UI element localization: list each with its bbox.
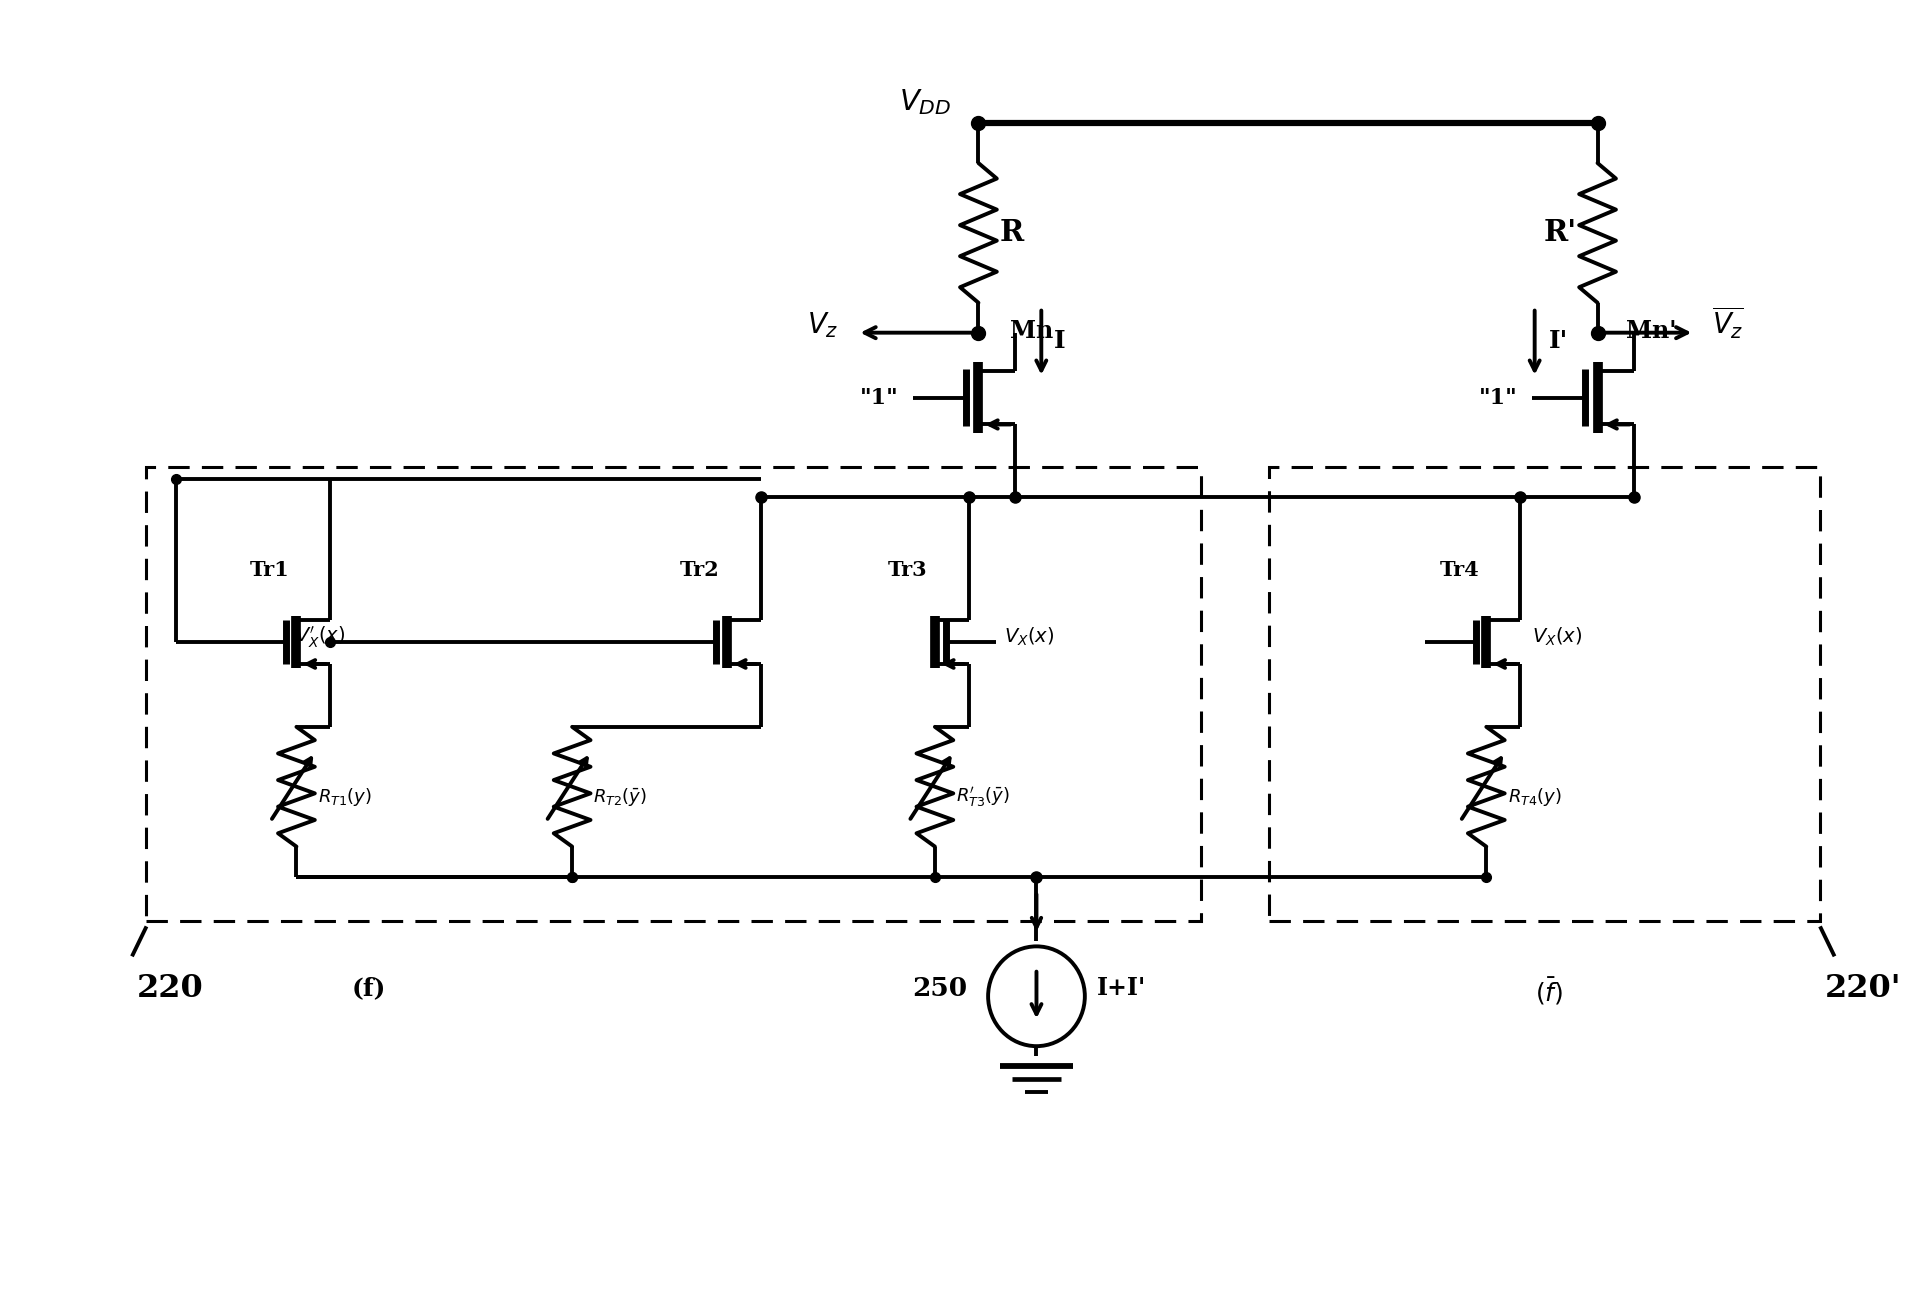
Text: "1": "1" (1478, 387, 1518, 409)
Text: $R_{T2}(\bar{y})$: $R_{T2}(\bar{y})$ (593, 785, 646, 807)
Text: I+I': I+I' (1097, 976, 1146, 1000)
Text: R': R' (1543, 219, 1577, 247)
Text: Tr2: Tr2 (681, 560, 719, 581)
Text: 250: 250 (912, 975, 967, 1001)
Bar (1268, 467, 1819, 922)
Text: $R_{T3}'(\bar{y})$: $R_{T3}'(\bar{y})$ (955, 785, 1011, 809)
Text: (f): (f) (351, 976, 387, 1000)
Text: Tr4: Tr4 (1440, 560, 1480, 581)
Text: R: R (999, 219, 1024, 247)
Text: $R_{T1}(y)$: $R_{T1}(y)$ (318, 785, 372, 807)
Text: $\overline{V_z}$: $\overline{V_z}$ (1712, 305, 1743, 341)
Text: Tr1: Tr1 (250, 560, 290, 581)
Text: I: I (1055, 328, 1066, 353)
Text: "1": "1" (860, 387, 898, 409)
Bar (147, 467, 1201, 922)
Text: Mn: Mn (1011, 319, 1053, 342)
Text: Mn': Mn' (1625, 319, 1676, 342)
Text: $V_z$: $V_z$ (807, 310, 839, 340)
Text: Tr3: Tr3 (889, 560, 927, 581)
Text: $V_{DD}$: $V_{DD}$ (898, 87, 952, 117)
Text: $V_X(x)$: $V_X(x)$ (1531, 626, 1583, 648)
Text: 220': 220' (1825, 974, 1901, 1004)
Text: $V_X'(x)$: $V_X'(x)$ (296, 624, 345, 650)
Text: $(\bar{f})$: $(\bar{f})$ (1535, 976, 1564, 1008)
Text: 220: 220 (137, 974, 204, 1004)
Text: I': I' (1548, 328, 1568, 353)
Text: $R_{T4}(y)$: $R_{T4}(y)$ (1508, 785, 1562, 807)
Text: $V_X(x)$: $V_X(x)$ (1003, 626, 1055, 648)
